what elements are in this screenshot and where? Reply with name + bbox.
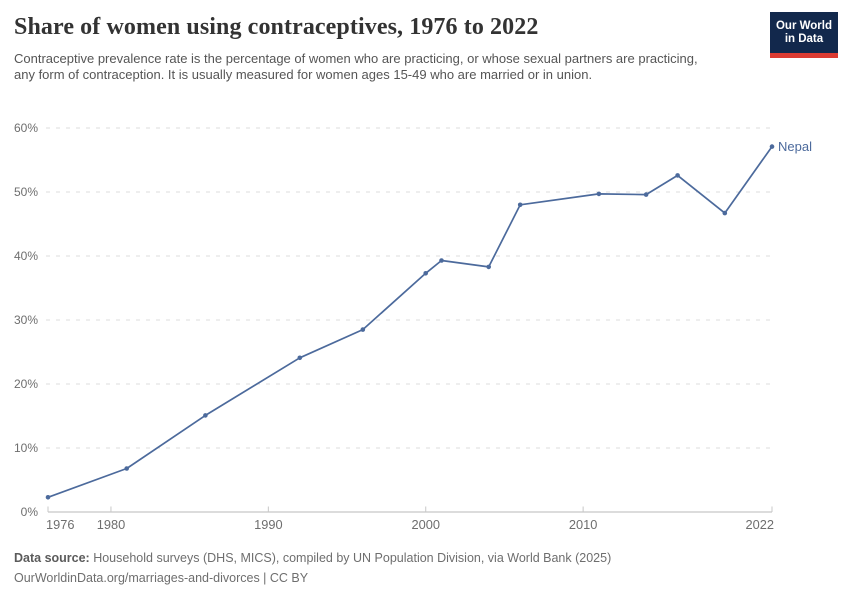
y-tick-label: 60% bbox=[14, 121, 38, 135]
owid-logo[interactable]: Our World in Data bbox=[770, 12, 838, 58]
owid-logo-line1: Our World bbox=[775, 19, 832, 32]
data-point[interactable] bbox=[596, 191, 602, 197]
data-point[interactable] bbox=[124, 466, 129, 471]
owid-logo-line2: in Data bbox=[784, 32, 824, 45]
x-tick-label: 1980 bbox=[97, 517, 125, 532]
data-point[interactable] bbox=[722, 210, 728, 216]
chart-subtitle: Contraceptive prevalence rate is the per… bbox=[14, 51, 698, 82]
x-tick-label: 2000 bbox=[412, 517, 440, 532]
y-tick-label: 30% bbox=[14, 313, 38, 327]
chart-canvas[interactable]: 0% 10% 20% 30% 40% 50% 60% 1976 1980 1990 2000 2010… bbox=[0, 115, 850, 545]
y-tick-label: 50% bbox=[14, 185, 38, 199]
data-point[interactable] bbox=[423, 271, 429, 276]
y-tick-label: 40% bbox=[14, 249, 38, 263]
page-title: Share of women using contraceptives, 197… bbox=[14, 14, 539, 40]
y-tick-label: 10% bbox=[14, 441, 38, 455]
data-point[interactable] bbox=[297, 355, 303, 361]
data-point[interactable] bbox=[45, 495, 51, 500]
data-point[interactable] bbox=[517, 202, 523, 208]
x-tick-label: 2010 bbox=[569, 517, 597, 532]
y-tick-label: 20% bbox=[14, 377, 38, 391]
data-point[interactable] bbox=[439, 258, 444, 263]
data-point[interactable] bbox=[203, 413, 208, 418]
owid-logo-text: Our World in Data bbox=[776, 20, 832, 46]
x-tick-label: 2022 bbox=[746, 517, 774, 532]
data-point[interactable] bbox=[486, 264, 492, 270]
data-source-label: Data source: bbox=[14, 551, 90, 565]
data-point[interactable] bbox=[360, 327, 366, 332]
data-source-text: Household surveys (DHS, MICS), compiled … bbox=[89, 551, 612, 565]
data-point[interactable] bbox=[675, 173, 680, 178]
data-point[interactable] bbox=[643, 192, 649, 197]
license-line[interactable]: OurWorldinData.org/marriages-and-divorce… bbox=[14, 571, 309, 585]
series-line[interactable] bbox=[47, 145, 773, 499]
x-tick-label: 1976 bbox=[46, 517, 74, 532]
chart-footer: Data source: Household surveys (DHS, MIC… bbox=[14, 548, 611, 588]
y-tick-label: 0% bbox=[21, 505, 39, 519]
series-label[interactable]: Nepal bbox=[778, 139, 812, 154]
data-point[interactable] bbox=[769, 144, 775, 149]
data-source-line: Data source: Household surveys (DHS, MIC… bbox=[14, 548, 611, 568]
x-tick-label: 1990 bbox=[254, 517, 282, 532]
